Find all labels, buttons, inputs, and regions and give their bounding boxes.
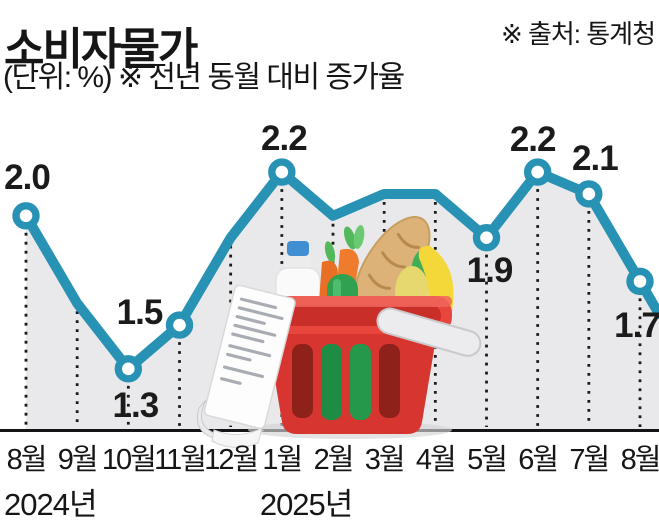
- x-tick-12-8월: 8월: [620, 444, 659, 476]
- point-label-6월: 2.2: [509, 120, 557, 160]
- point-label-8월: 1.7: [614, 306, 659, 346]
- marker-11월: [165, 311, 194, 339]
- marker-7월: [575, 180, 603, 208]
- x-tick-9-5월: 5월: [467, 444, 508, 476]
- point-label-10월: 1.3: [112, 385, 160, 425]
- x-tick-3-11월: 11월: [154, 444, 207, 476]
- grocery-basket-illustration: [196, 215, 482, 448]
- marker-10월: [114, 355, 143, 383]
- source-note: ※ 출처: 통계청: [500, 19, 656, 49]
- marker-1월: [268, 158, 296, 186]
- x-tick-2-10월: 10월: [101, 444, 157, 476]
- point-label-5월: 1.9: [466, 250, 514, 290]
- x-tick-5-1월: 1월: [262, 444, 303, 476]
- marker-8월: [12, 202, 40, 230]
- marker-8월: [626, 267, 654, 296]
- year-label-2025년: 2025년: [259, 487, 353, 522]
- point-label-8월: 2.0: [4, 157, 51, 197]
- marker-6월: [523, 158, 552, 186]
- x-tick-7-3월: 3월: [364, 444, 406, 476]
- x-tick-0-8월: 8월: [6, 444, 48, 476]
- point-label-1월: 2.2: [261, 119, 308, 159]
- receipt-icon: [196, 284, 296, 448]
- x-tick-8-4월: 4월: [415, 444, 457, 476]
- x-tick-11-7월: 7월: [569, 444, 610, 476]
- x-tick-6-2월: 2월: [313, 444, 355, 476]
- basket-handle-icon: [376, 307, 482, 357]
- x-tick-10-6월: 6월: [518, 444, 559, 476]
- point-label-7월: 2.1: [572, 138, 619, 178]
- year-label-2024년: 2024년: [4, 487, 97, 522]
- page-title: 소비자물가: [4, 25, 198, 75]
- point-label-11월: 1.5: [116, 293, 164, 333]
- chart-subtitle: (단위: %) ※ 전년 동월 대비 증가율: [3, 61, 405, 94]
- data-point-markers: [12, 158, 654, 383]
- x-tick-4-12월: 12월: [204, 444, 259, 476]
- x-tick-1-9월: 9월: [57, 444, 99, 476]
- marker-5월: [472, 223, 501, 252]
